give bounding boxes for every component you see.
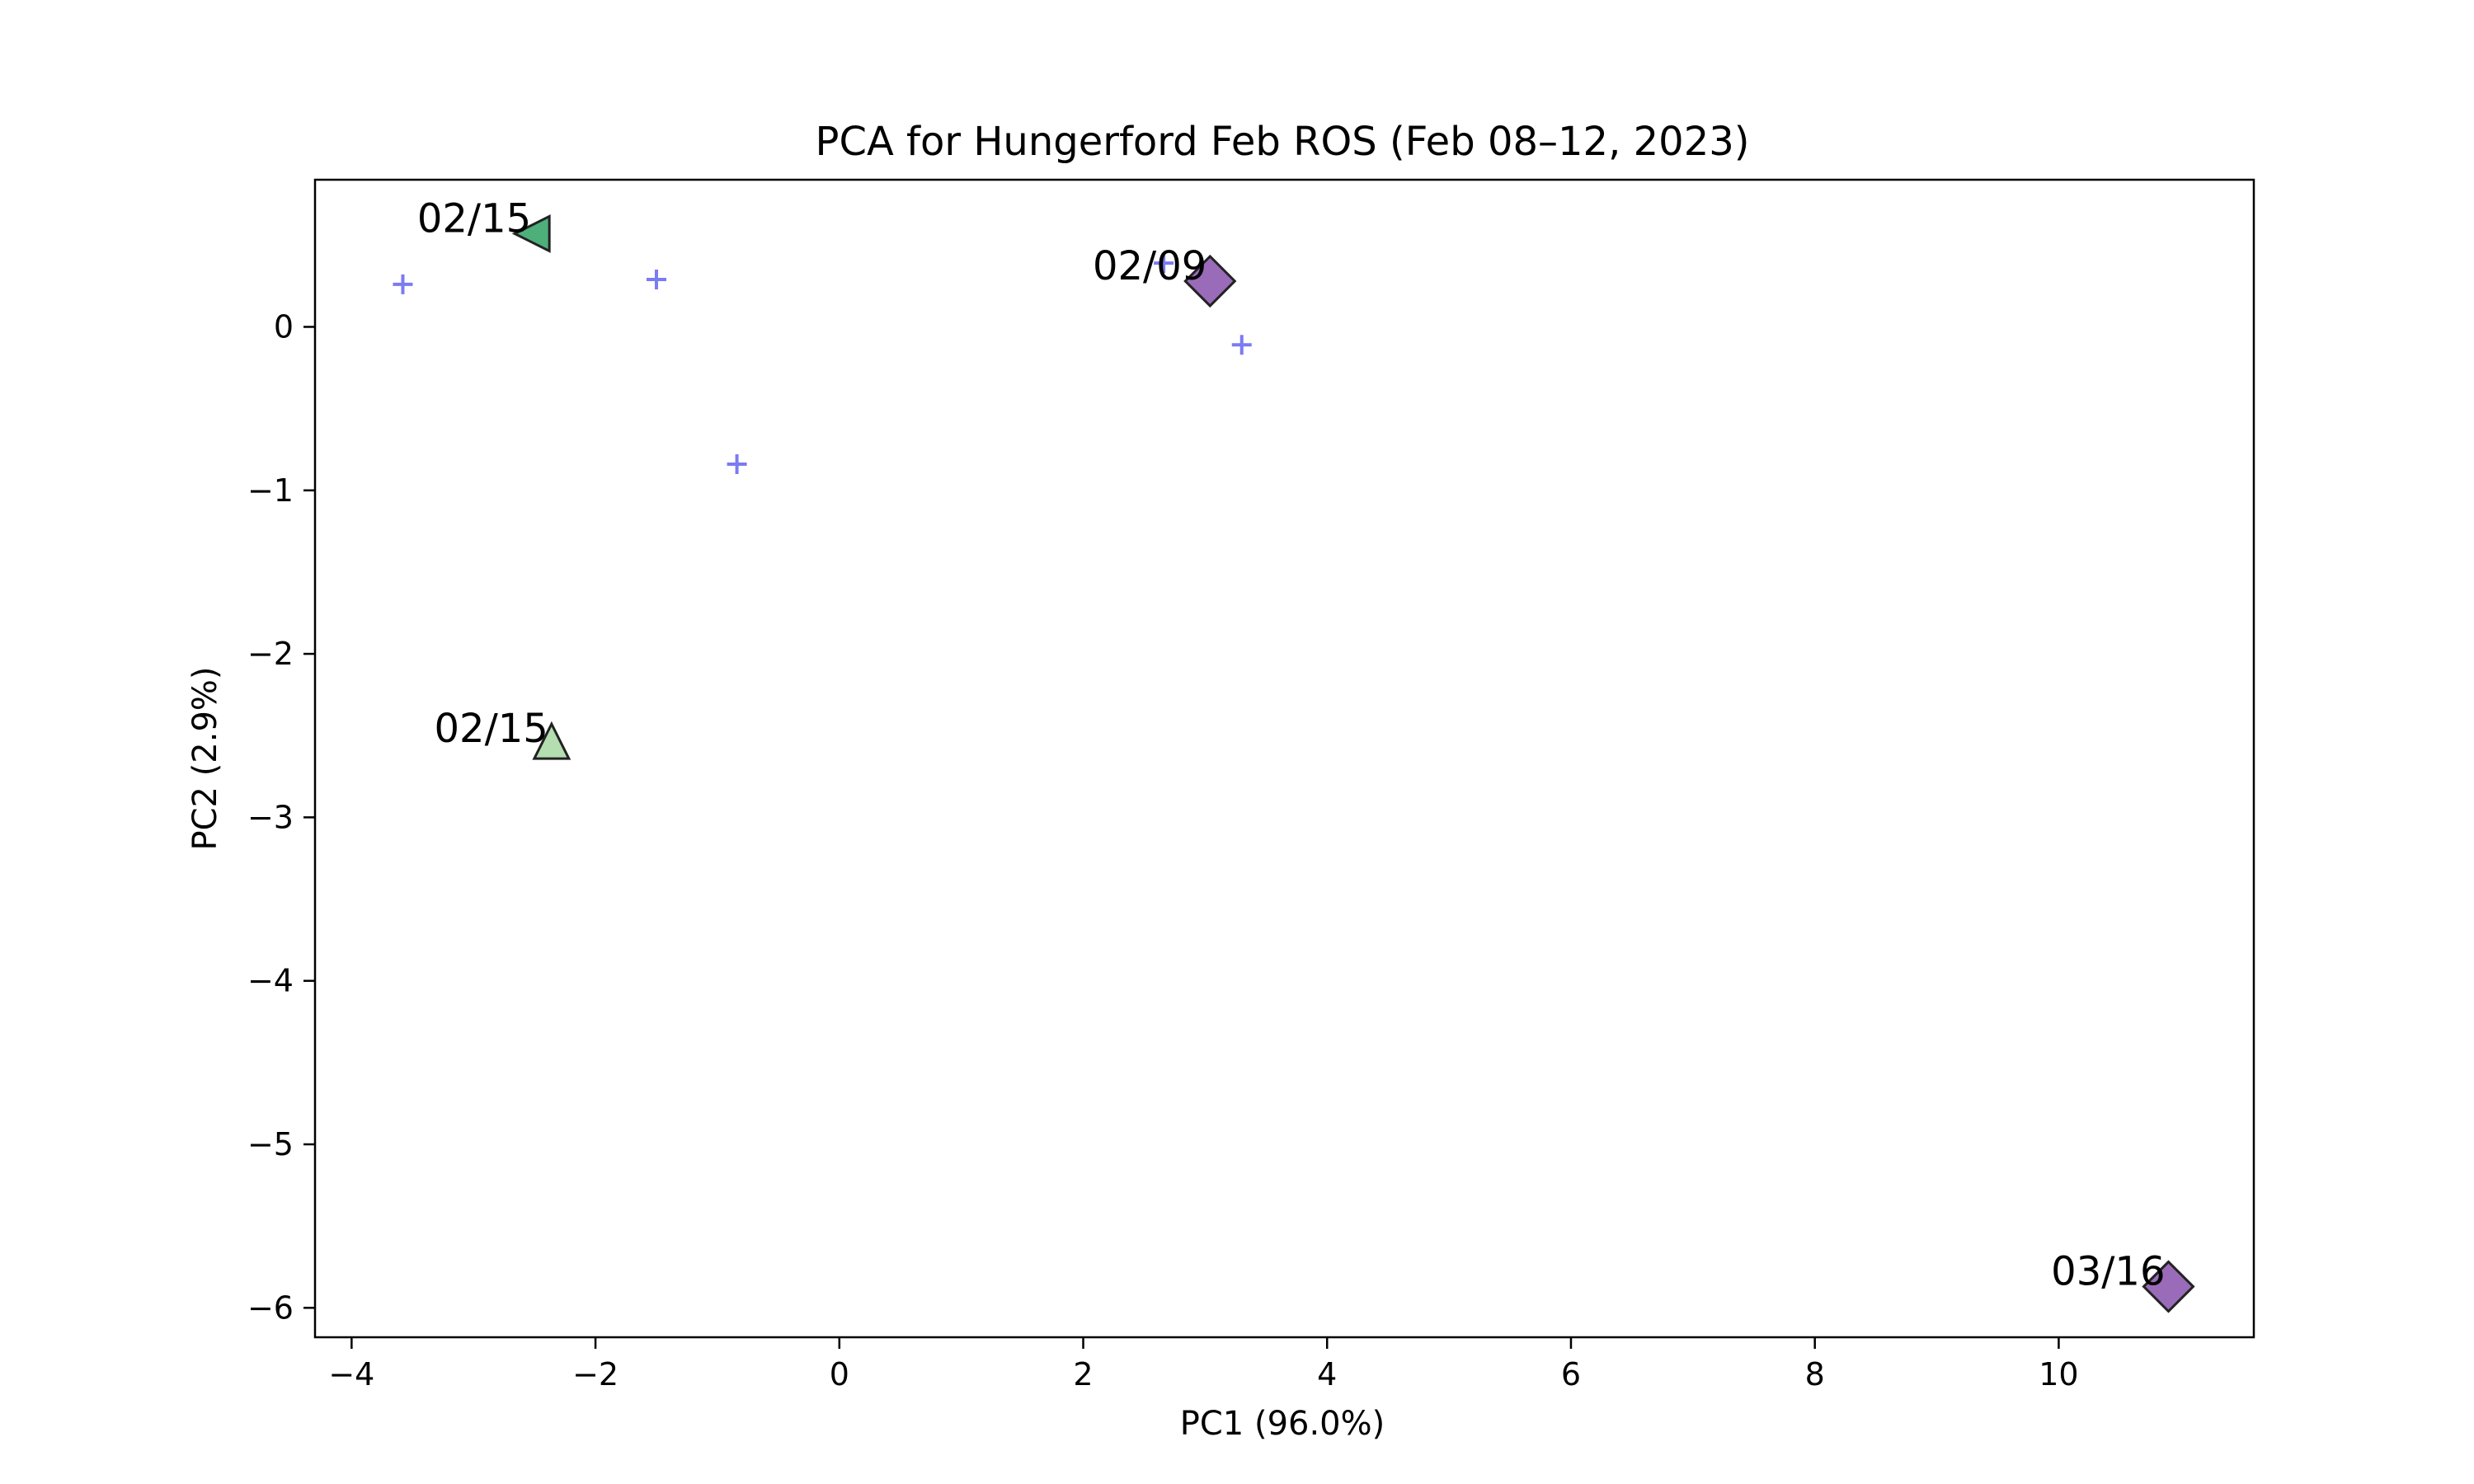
background-point: [393, 274, 413, 294]
plot-area: −4 −2 0 2 4 6 8 10 0 −1 −2 −3 −4 −5 −6 02/15 02/09 02/15 0…: [247, 178, 2255, 1392]
y-tick-label: −4: [247, 963, 294, 999]
background-point: [1231, 335, 1252, 355]
highlighted-point: [511, 214, 551, 253]
x-tick-label: −2: [572, 1356, 618, 1392]
highlighted-point: [532, 721, 571, 760]
background-point: [1154, 253, 1174, 274]
x-tick-label: 6: [1561, 1356, 1581, 1392]
x-axis-title: PC1 (96.0%): [1180, 1405, 1385, 1443]
point-annotation: 02/15: [435, 706, 548, 752]
highlighted-point: [2142, 1260, 2195, 1313]
y-tick-label: −2: [247, 636, 294, 672]
chart-title: PCA for Hungerford Feb ROS (Feb 08–12, 2…: [816, 119, 1750, 165]
plot-frame: [313, 178, 2255, 1339]
background-point: [647, 269, 667, 289]
y-tick-label: −6: [247, 1289, 294, 1326]
x-tick-label: 2: [1073, 1356, 1093, 1392]
background-point: [727, 454, 747, 475]
y-tick-label: −3: [247, 799, 294, 835]
y-tick-label: 0: [274, 308, 294, 345]
y-tick-label: −5: [247, 1126, 294, 1162]
highlighted-point: [1183, 254, 1237, 308]
x-tick-label: 10: [2039, 1356, 2078, 1392]
x-tick-label: 0: [830, 1356, 849, 1392]
point-annotation: 03/16: [2051, 1249, 2165, 1295]
x-tick-label: 8: [1805, 1356, 1825, 1392]
point-annotation: 02/15: [417, 195, 531, 242]
y-tick-label: −1: [247, 472, 294, 509]
x-tick-label: 4: [1317, 1356, 1337, 1392]
point-annotation: 02/09: [1093, 243, 1206, 289]
y-axis-title: PC2 (2.9%): [186, 666, 224, 850]
x-tick-label: −4: [328, 1356, 374, 1392]
